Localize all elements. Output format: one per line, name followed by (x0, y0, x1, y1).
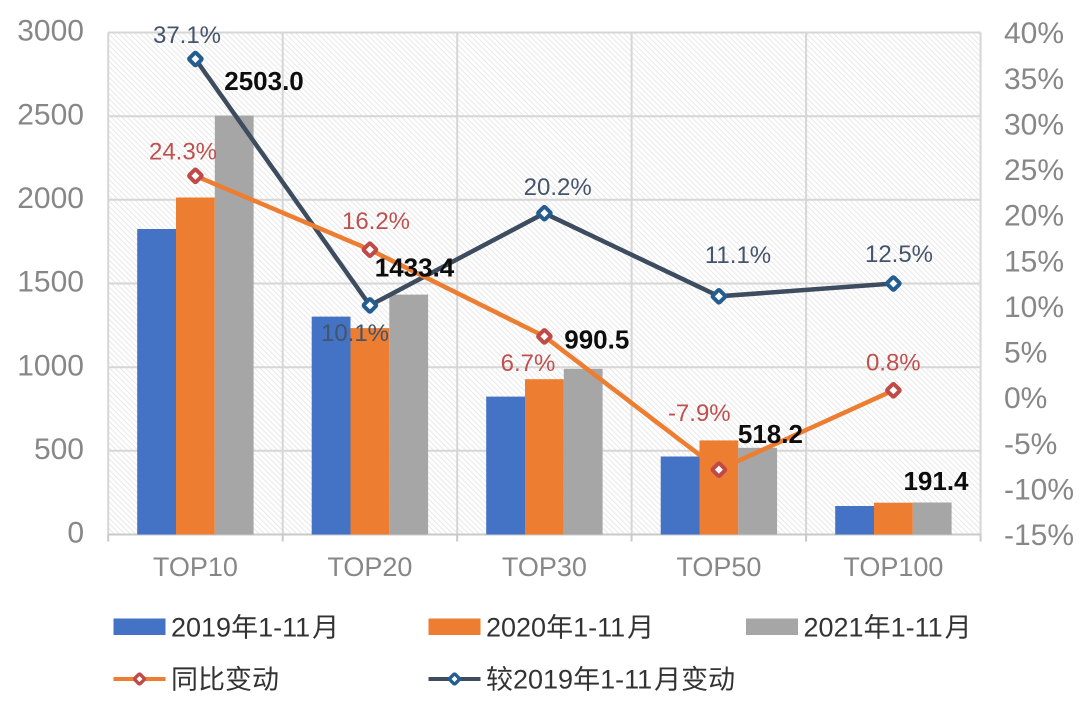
svg-text:TOP20: TOP20 (327, 552, 412, 582)
svg-text:40%: 40% (1004, 17, 1064, 50)
svg-text:37.1%: 37.1% (153, 22, 221, 49)
svg-text:1-11: 1-11 (573, 613, 625, 643)
svg-text:6.7%: 6.7% (501, 350, 556, 377)
svg-text:20.2%: 20.2% (524, 174, 592, 201)
svg-text:2503.0: 2503.0 (224, 66, 304, 96)
svg-text:30%: 30% (1004, 108, 1064, 141)
svg-text:TOP50: TOP50 (676, 552, 761, 582)
svg-text:0.8%: 0.8% (866, 350, 921, 377)
svg-text:16.2%: 16.2% (342, 208, 410, 235)
svg-text:-10%: -10% (1004, 474, 1074, 507)
svg-text:1500: 1500 (17, 266, 84, 299)
svg-text:10%: 10% (1004, 291, 1064, 324)
svg-text:TOP10: TOP10 (153, 552, 238, 582)
svg-text:-7.9%: -7.9% (668, 400, 731, 427)
svg-text:10.1%: 10.1% (321, 320, 389, 347)
svg-text:0%: 0% (1004, 382, 1047, 415)
svg-text:1-11: 1-11 (258, 613, 310, 643)
svg-text:3000: 3000 (17, 15, 84, 48)
svg-text:2019: 2019 (513, 665, 573, 695)
svg-text:35%: 35% (1004, 63, 1064, 96)
svg-text:191.4: 191.4 (903, 466, 969, 496)
svg-text:12.5%: 12.5% (865, 241, 933, 268)
svg-text:2021: 2021 (804, 613, 864, 643)
svg-text:0: 0 (67, 517, 84, 550)
svg-text:990.5: 990.5 (564, 325, 629, 355)
svg-text:15%: 15% (1004, 245, 1064, 278)
svg-text:2019: 2019 (171, 613, 231, 643)
svg-text:518.2: 518.2 (738, 419, 803, 449)
svg-text:TOP30: TOP30 (502, 552, 587, 582)
svg-text:-15%: -15% (1004, 519, 1074, 552)
svg-text:2020: 2020 (486, 613, 546, 643)
svg-text:25%: 25% (1004, 154, 1064, 187)
svg-text:20%: 20% (1004, 200, 1064, 233)
svg-text:2500: 2500 (17, 98, 84, 131)
svg-text:1433.4: 1433.4 (375, 253, 455, 283)
svg-text:1-11: 1-11 (600, 665, 652, 695)
svg-text:500: 500 (34, 433, 84, 466)
svg-text:24.3%: 24.3% (149, 138, 217, 165)
svg-text:1-11: 1-11 (891, 613, 943, 643)
svg-text:11.1%: 11.1% (705, 242, 771, 269)
svg-text:TOP100: TOP100 (843, 552, 943, 582)
svg-text:1000: 1000 (17, 349, 84, 382)
svg-text:-5%: -5% (1004, 428, 1057, 461)
svg-text:2000: 2000 (17, 182, 84, 215)
svg-text:5%: 5% (1004, 337, 1047, 370)
